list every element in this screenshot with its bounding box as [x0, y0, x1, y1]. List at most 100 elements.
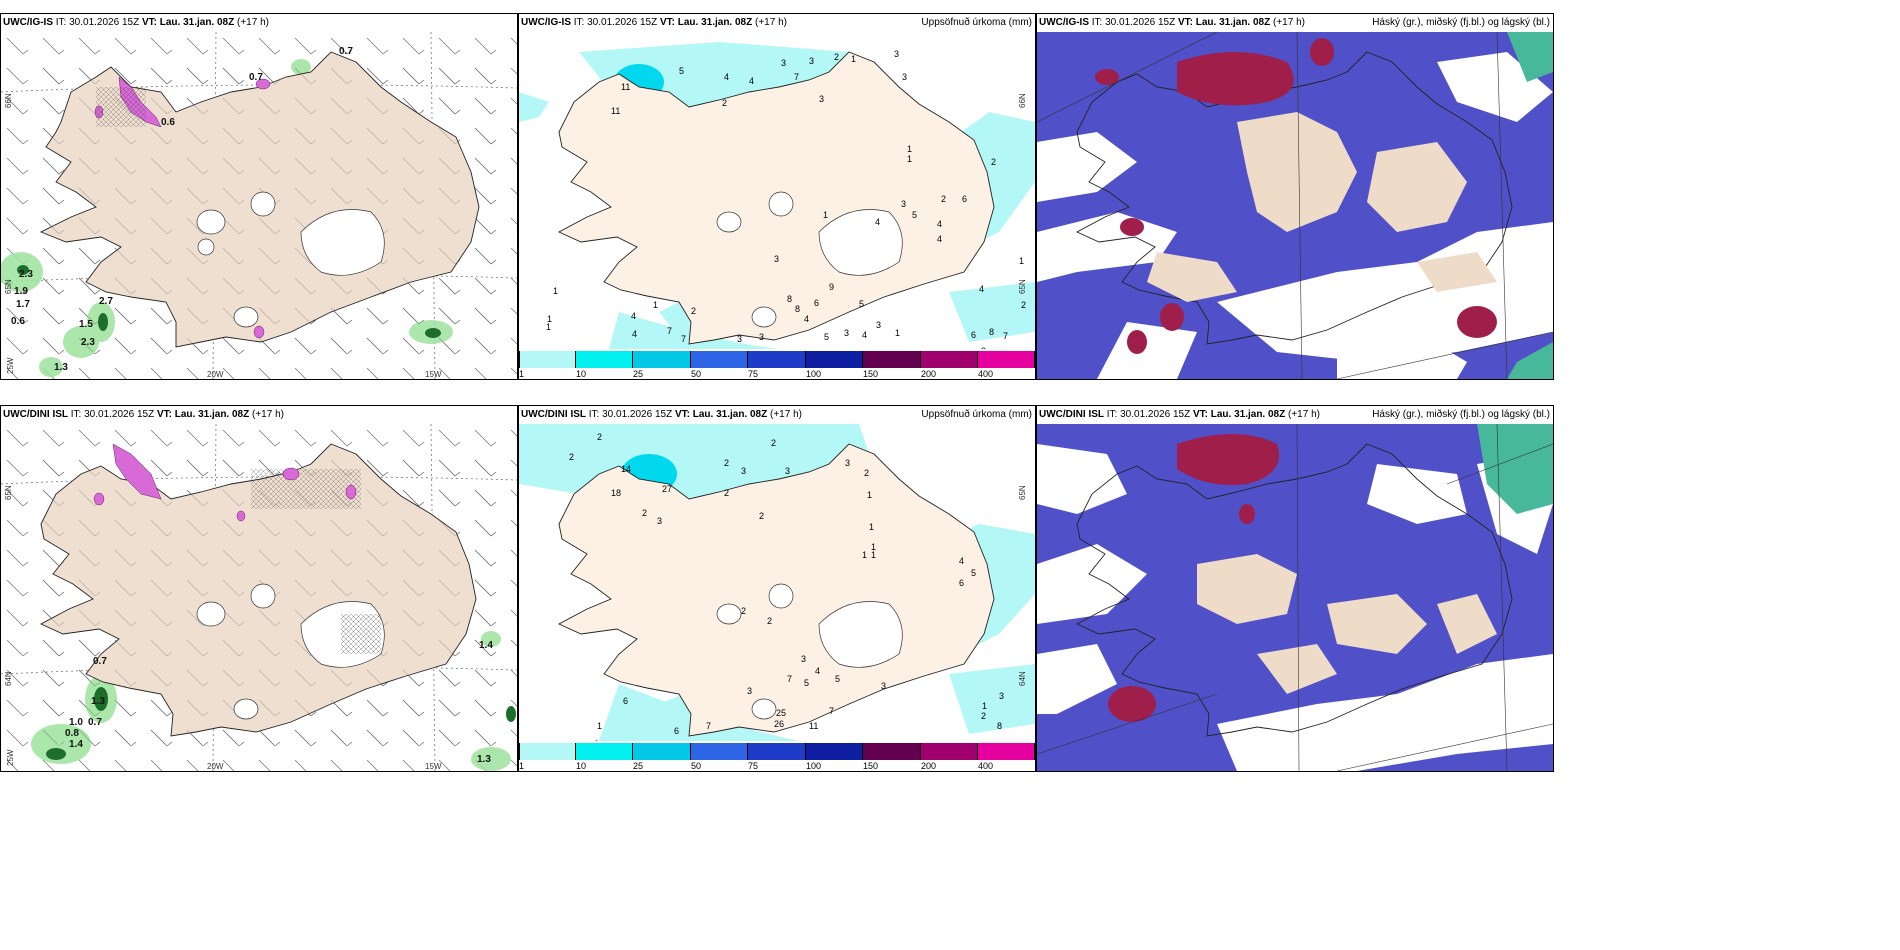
colorbar-tick: 50 [691, 369, 702, 379]
precip-value: 2 [991, 157, 996, 167]
precip-value: 2 [691, 306, 696, 316]
colorbar-swatch [633, 351, 691, 368]
colorbar-tick: 1 [519, 369, 525, 379]
precip-value: 2 [941, 194, 946, 204]
precip-value: 5 [804, 678, 809, 688]
wind-value: 0.6 [161, 117, 175, 128]
wind-value: 1.5 [79, 319, 93, 330]
precip-value: 11 [809, 721, 818, 731]
model-name: UWC/IG-IS [3, 17, 53, 28]
colorbar-swatch [519, 743, 576, 760]
precip-value: 7 [794, 72, 799, 82]
wind-value: 0.7 [249, 72, 263, 83]
valid-time: Lau. 31.jan. 08Z [1195, 17, 1271, 28]
lon-label: 20W [207, 370, 224, 379]
colorbar-swatch [576, 351, 633, 368]
init-time: 30.01.2026 15Z [84, 409, 155, 420]
precip-value: 1 [546, 322, 551, 332]
precip-value: 14 [621, 464, 631, 474]
precip-value: 5 [824, 332, 829, 342]
panel-header: UWC/IG-IS IT: 30.01.2026 15Z VT: Lau. 31… [1037, 14, 1553, 32]
colorbar-tick: 25 [633, 369, 644, 379]
it-label: IT: [1091, 17, 1103, 28]
precip-value: 1 [869, 522, 874, 532]
panel-header: UWC/IG-IS IT: 30.01.2026 15Z VT: Lau. 31… [519, 14, 1035, 32]
precip-value: 3 [809, 56, 814, 66]
precip-value: 4 [979, 284, 984, 294]
precip-value: 4 [724, 72, 729, 82]
colorbar-swatch [748, 351, 806, 368]
colorbar-tick: 75 [748, 369, 759, 379]
precip-value: 8 [989, 327, 994, 337]
wind-value: 0.8 [65, 728, 79, 739]
colorbar-tick: 50 [691, 761, 702, 771]
precip-value: 2 [741, 606, 746, 616]
precip-value: 3 [844, 328, 849, 338]
lead-time: (+17 h) [1273, 17, 1305, 28]
colorbar-swatch [576, 743, 633, 760]
wind-value: 0.6 [11, 316, 25, 327]
colorbar-tick: 200 [921, 761, 937, 771]
precip-value: 2 [767, 616, 772, 626]
precip-value: 3 [819, 94, 824, 104]
precip-value: 3 [737, 334, 742, 344]
precip-value: 6 [971, 330, 976, 340]
init-time: 30.01.2026 15Z [1105, 17, 1176, 28]
precip-value: 4 [804, 314, 809, 324]
precip-value: 8 [795, 304, 800, 314]
precip-value: 3 [876, 320, 881, 330]
precip-value: 27 [662, 484, 672, 494]
valid-time: Lau. 31.jan. 08Z [677, 17, 753, 28]
model-name: UWC/IG-IS [521, 17, 571, 28]
model-name: UWC/DINI ISL [3, 409, 68, 420]
precip-value: 25 [776, 708, 786, 718]
precip-value: 2 [597, 432, 602, 442]
wind-value: 1.3 [54, 362, 68, 373]
precip-value: 4 [749, 76, 754, 86]
precip-value: 4 [632, 329, 637, 339]
precip-value: 7 [706, 721, 711, 731]
precip-value: 3 [785, 466, 790, 476]
precip-value: 11 [611, 106, 620, 116]
vt-label: VT: [1192, 409, 1208, 420]
precip-value: 2 [642, 508, 647, 518]
precip-value: 7 [1003, 331, 1008, 341]
vt-label: VT: [141, 17, 157, 28]
vt-label: VT: [1177, 17, 1193, 28]
colorbar-swatch [863, 351, 921, 368]
precip-value: 11 [621, 82, 630, 92]
precip-value: 5 [971, 568, 976, 578]
precip-value: 3 [741, 466, 746, 476]
precip-value: 9 [829, 282, 834, 292]
wind-value: 2.3 [81, 337, 95, 348]
precip-value: 3 [774, 254, 779, 264]
precip-value: 2 [594, 739, 599, 741]
cloud-map [1037, 424, 1553, 771]
wind-value: 1.4 [479, 640, 493, 651]
it-label: IT: [70, 409, 82, 420]
precip-value: 1 [907, 154, 912, 164]
lat-label: 65N [4, 279, 13, 294]
colorbar-tick: 1 [519, 761, 525, 771]
precip-value: 2 [864, 468, 869, 478]
lead-time: (+17 h) [237, 17, 269, 28]
wind-value: 2.7 [99, 296, 113, 307]
precip-value: 7 [787, 674, 792, 684]
lat-label: 65N [1018, 279, 1027, 294]
it-label: IT: [1106, 409, 1118, 420]
init-time: 30.01.2026 15Z [602, 409, 673, 420]
precip-value: 4 [937, 219, 942, 229]
panel-header: UWC/IG-IS IT: 30.01.2026 15Z VT: Lau. 31… [1, 14, 517, 32]
precip-value: 5 [679, 66, 684, 76]
colorbar-swatch [633, 743, 691, 760]
precip-value: 6 [959, 578, 964, 588]
lead-time: (+17 h) [252, 409, 284, 420]
lon-label: 20W [207, 762, 224, 771]
colorbar-tick: 25 [633, 761, 644, 771]
precip-value: 1 [597, 721, 602, 731]
precip-value: 26 [774, 719, 784, 729]
precip-value: 1 [895, 328, 900, 338]
colorbar-swatch [863, 743, 921, 760]
precip-value: 6 [962, 194, 967, 204]
lat-label: 64N [1018, 671, 1027, 686]
